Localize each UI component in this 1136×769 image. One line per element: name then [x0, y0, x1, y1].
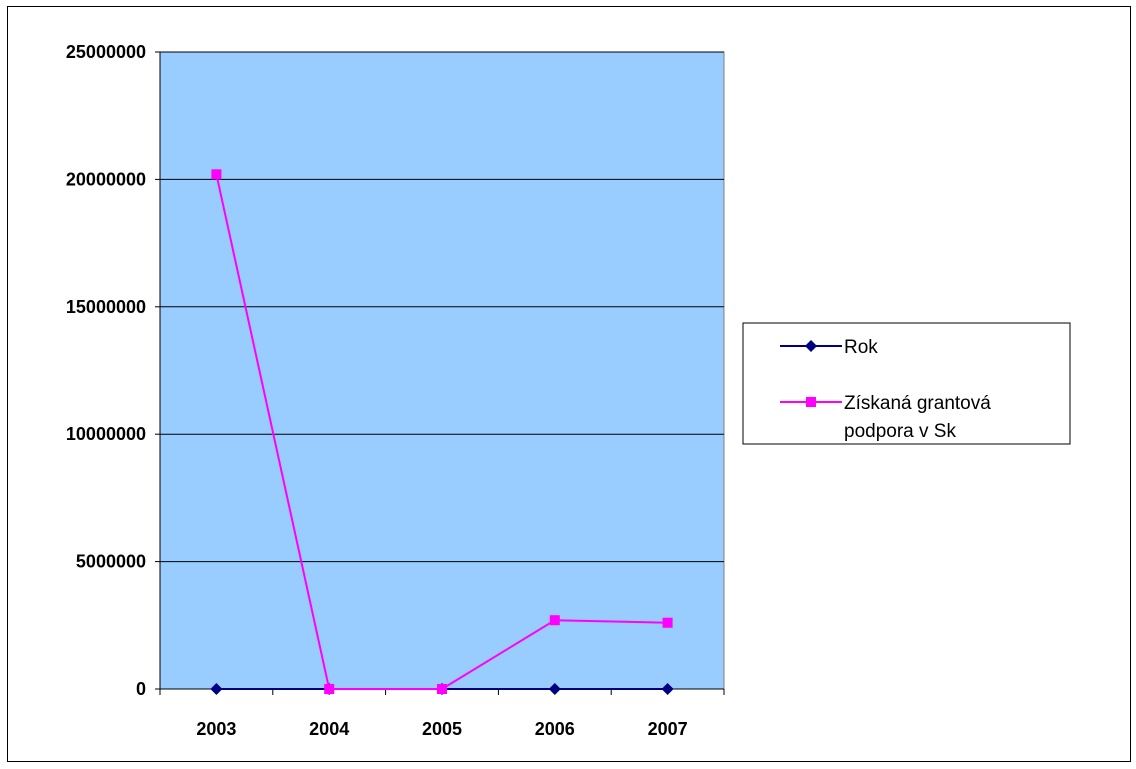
y-tick-label: 5000000 [76, 552, 146, 572]
legend-marker-rok [805, 340, 817, 352]
x-tick-label: 2005 [422, 719, 462, 739]
series [210, 169, 674, 695]
series-0-point [210, 682, 223, 695]
y-tick-label: 0 [136, 679, 146, 699]
y-tick-label: 10000000 [66, 424, 146, 444]
series-1-point [324, 684, 335, 694]
series-0-point [548, 682, 561, 695]
legend-label-grant-line1: Získaná grantová [844, 393, 991, 414]
x-tick-label: 2004 [309, 719, 349, 739]
legend: Rok Získaná grantová podpora v Sk [742, 322, 1071, 445]
y-tick-label: 20000000 [66, 169, 146, 189]
legend-label-rok: Rok [844, 337, 878, 358]
series-1-point [437, 684, 447, 694]
legend-box [742, 322, 1071, 445]
x-axis-tick-labels: 2003 2004 2005 2006 2007 [196, 719, 687, 739]
legend-marker-grant [806, 397, 816, 407]
x-tick-label: 2007 [648, 719, 688, 739]
series-1-point [549, 615, 560, 626]
series-0-point [661, 682, 674, 695]
legend-label-grant-line2: podpora v Sk [844, 421, 956, 442]
series-1-point [662, 617, 673, 628]
y-axis-tick-labels: 0 5000000 10000000 15000000 20000000 25000000 [66, 42, 146, 699]
series-1-point [211, 169, 222, 180]
x-tick-label: 2003 [196, 719, 236, 739]
y-tick-label: 15000000 [66, 297, 146, 317]
gridlines [160, 51, 724, 563]
y-tick-label: 25000000 [66, 42, 146, 62]
x-tick-label: 2006 [535, 719, 575, 739]
plot-area [159, 51, 725, 690]
